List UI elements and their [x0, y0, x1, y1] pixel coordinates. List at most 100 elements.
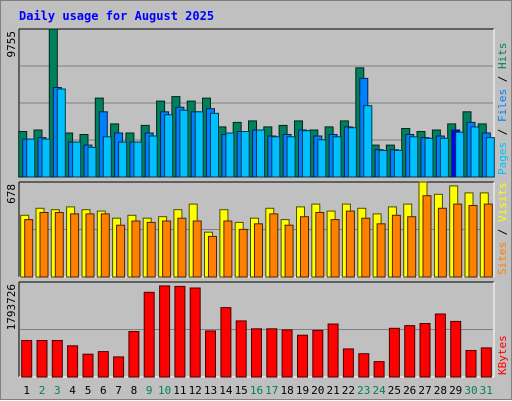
series-legend: Sites / Visits: [496, 182, 509, 275]
bar-kbytes-day-27: [419, 323, 431, 378]
day-label-4: 4: [69, 384, 76, 397]
bar-pages-day-7: [118, 141, 128, 178]
bar-pages-day-13: [210, 112, 219, 178]
bar-pages-day-8: [133, 141, 143, 178]
bar-kbytes-day-29: [450, 320, 462, 378]
bar-sites-day-18: [284, 224, 294, 278]
series-legend: Pages / Files / Hits: [496, 43, 509, 176]
day-label-25: 25: [388, 384, 401, 397]
bar-pages-day-27: [424, 137, 434, 178]
bar-pages-day-14: [225, 132, 235, 178]
bar-pages-day-29: [455, 131, 465, 178]
bar-sites-day-16: [254, 223, 263, 278]
day-label-20: 20: [311, 384, 324, 397]
day-label-31: 31: [480, 384, 493, 397]
bar-sites-day-30: [468, 205, 478, 278]
day-label-30: 30: [464, 384, 477, 397]
bar-sites-day-27: [422, 195, 432, 278]
bar-pages-day-25: [393, 149, 403, 178]
chart-panels: 9755 Pages / Files / Hits 678 Sites / Visit…: [5, 28, 509, 378]
bar-kbytes-day-22: [342, 348, 354, 378]
bar-pages-day-11: [179, 109, 189, 178]
bar-sites-day-23: [361, 217, 371, 278]
bar-kbytes-day-11: [174, 285, 186, 378]
legend-separator: /: [496, 122, 509, 142]
bar-pages-day-21: [332, 136, 342, 178]
bar-sites-day-24: [376, 223, 386, 278]
day-label-13: 13: [204, 384, 217, 397]
bar-kbytes-day-19: [297, 334, 308, 378]
day-label-15: 15: [235, 384, 248, 397]
bar-sites-day-17: [269, 213, 279, 278]
day-label-16: 16: [250, 384, 263, 397]
bar-sites-day-4: [70, 213, 80, 278]
legend-files: Files: [496, 89, 509, 122]
bar-pages-day-9: [148, 135, 158, 178]
bar-sites-day-19: [300, 216, 309, 278]
bar-kbytes-day-16: [251, 328, 262, 378]
bar-kbytes-day-15: [235, 320, 247, 378]
bar-sites-day-9: [146, 221, 156, 278]
day-label-7: 7: [115, 384, 122, 397]
day-label-11: 11: [173, 384, 186, 397]
legend-hits: Hits: [496, 43, 509, 70]
bar-pages-day-1: [26, 138, 36, 178]
bar-sites-day-10: [162, 220, 172, 278]
bar-pages-day-18: [286, 136, 296, 178]
bar-pages-day-12: [194, 111, 204, 178]
bar-sites-day-6: [100, 213, 110, 278]
bar-kbytes-day-18: [281, 329, 293, 378]
legend-sites: Sites: [496, 242, 509, 275]
panel-hits-files-pages: 9755 Pages / Files / Hits: [5, 28, 509, 178]
bar-sites-day-28: [437, 207, 447, 278]
bar-pages-day-23: [363, 105, 373, 178]
bar-pages-day-30: [470, 126, 480, 178]
bar-pages-day-5: [87, 146, 97, 178]
bar-kbytes-day-4: [67, 345, 79, 378]
bar-pages-day-22: [347, 127, 357, 178]
bar-pages-day-31: [485, 137, 495, 178]
day-label-6: 6: [100, 384, 107, 397]
bar-kbytes-day-12: [189, 287, 201, 378]
y-axis-max-label: 1793726: [5, 284, 18, 330]
bar-kbytes-day-1: [21, 340, 33, 378]
day-label-5: 5: [85, 384, 92, 397]
bar-kbytes-day-25: [388, 327, 400, 378]
bar-pages-day-10: [164, 114, 174, 178]
series-legend: KBytes: [496, 335, 509, 375]
legend-separator: /: [496, 222, 509, 242]
bar-sites-day-3: [54, 212, 64, 278]
bar-sites-day-8: [131, 220, 141, 278]
day-label-24: 24: [372, 384, 386, 397]
bar-pages-day-20: [317, 139, 327, 178]
legend-visits: Visits: [496, 182, 509, 222]
day-label-9: 9: [146, 384, 153, 397]
bar-kbytes-day-17: [266, 328, 278, 378]
bar-sites-day-11: [177, 217, 187, 278]
bar-kbytes-day-21: [327, 323, 339, 378]
day-label-12: 12: [189, 384, 202, 397]
bar-sites-day-26: [407, 216, 417, 278]
bar-pages-day-28: [439, 137, 449, 178]
y-axis-max-label: 678: [5, 184, 18, 204]
bar-sites-day-12: [192, 220, 202, 278]
legend-kbytes: KBytes: [496, 335, 509, 375]
bar-pages-day-24: [378, 149, 388, 178]
bar-kbytes-day-13: [205, 330, 216, 378]
bar-kbytes-day-9: [143, 291, 155, 378]
bar-pages-day-2: [41, 138, 51, 178]
bar-kbytes-day-24: [373, 361, 385, 378]
bar-kbytes-day-5: [82, 353, 94, 378]
day-label-3: 3: [54, 384, 61, 397]
bar-sites-day-13: [208, 235, 217, 278]
day-label-10: 10: [158, 384, 171, 397]
bar-pages-day-19: [302, 130, 311, 178]
bar-pages-day-4: [72, 141, 82, 178]
panel-kbytes: 1793726 KBytes: [5, 281, 509, 378]
bar-kbytes-day-6: [97, 351, 109, 378]
day-label-2: 2: [39, 384, 46, 397]
bar-kbytes-day-8: [128, 331, 140, 378]
bar-pages-day-16: [256, 129, 265, 178]
day-labels: 1 2 3 4 5 6 7 8 9 10 11 12 13 14 15 16 17 18 19 20 21 22 23 24 2…: [23, 384, 493, 397]
